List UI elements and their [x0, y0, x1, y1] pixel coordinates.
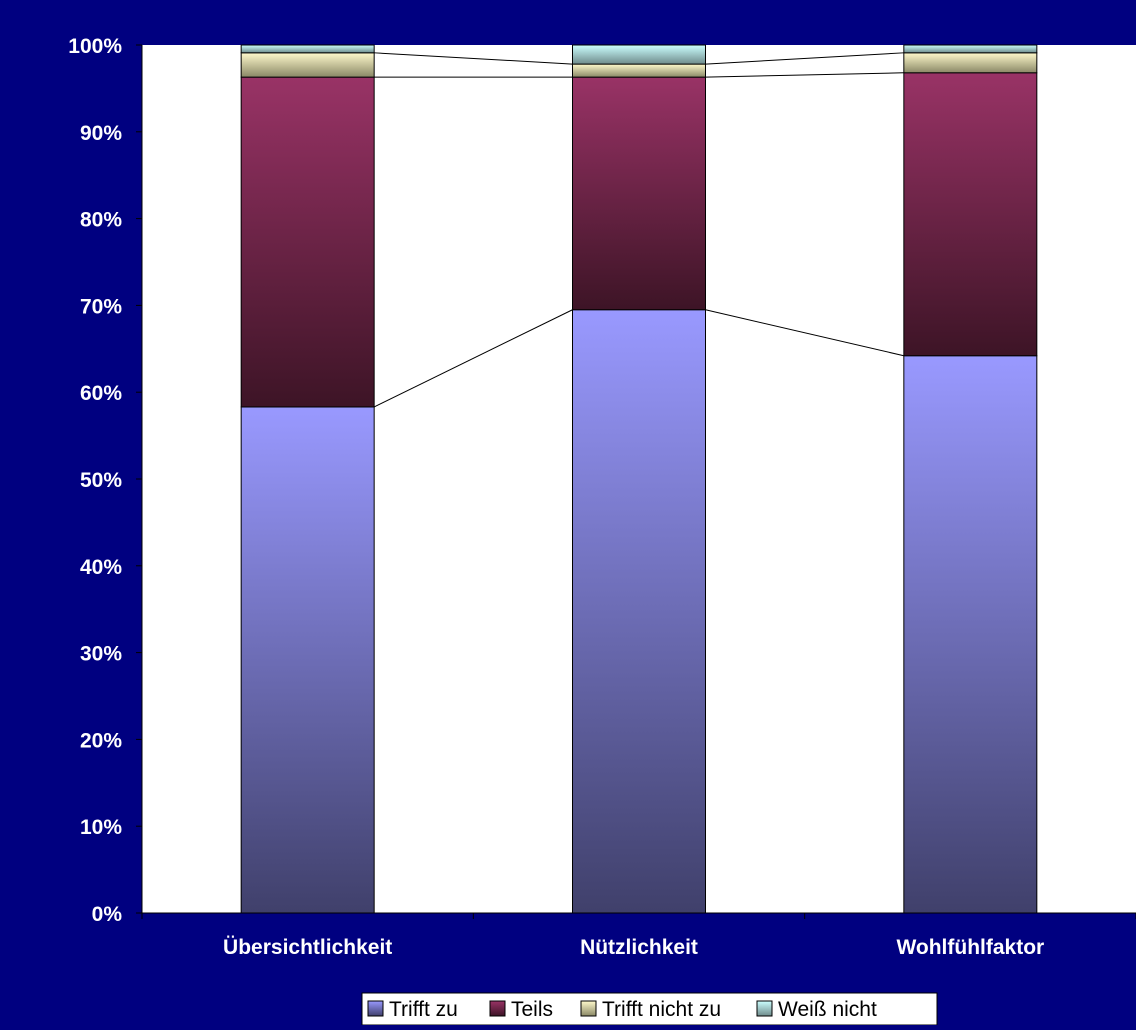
x-tick-label-wohlfuehlfaktor: Wohlfühlfaktor	[896, 936, 1044, 959]
bar-wohlfuehlfaktor-weiss-nicht	[903, 44, 1038, 54]
bar-nuetzlichkeit-teils	[572, 76, 706, 311]
bar-wohlfuehlfaktor-teils	[903, 72, 1038, 357]
y-tick-label: 10%	[80, 816, 122, 839]
bar-nuetzlichkeit-trifft-zu	[572, 309, 706, 914]
bars-layer	[240, 44, 1038, 914]
series-line-trifft-nicht-zu-1	[374, 52, 573, 65]
bar-uebersichtlichkeit-trifft-zu	[240, 406, 375, 914]
legend-label-trifft-zu: Trifft zu	[389, 998, 458, 1021]
y-tick-label: 40%	[80, 556, 122, 579]
y-tick-label: 20%	[80, 729, 122, 752]
legend-label-teils: Teils	[511, 998, 553, 1021]
bar-uebersichtlichkeit-weiss-nicht	[240, 44, 375, 54]
legend-swatch-trifft-zu	[367, 1000, 384, 1017]
x-tick-label-nuetzlichkeit: Nützlichkeit	[580, 936, 698, 959]
legend-swatch-trifft-nicht-zu	[580, 1000, 597, 1017]
legend-box	[361, 992, 938, 1026]
y-tick-label: 50%	[80, 469, 122, 492]
bar-uebersichtlichkeit-trifft-nicht-zu	[240, 52, 375, 78]
series-line-trifft-zu-1	[373, 309, 573, 408]
y-tick-label: 90%	[80, 122, 122, 145]
y-axis-ticks: 0% 10% 20% 30% 40% 50% 60% 70% 80% 90% 100%	[68, 35, 142, 926]
series-line-trifft-zu-2	[705, 309, 904, 357]
x-tick-label-uebersichtlichkeit: Übersichtlichkeit	[223, 936, 392, 959]
legend-label-weiss-nicht: Weiß nicht	[778, 998, 877, 1021]
bar-wohlfuehlfaktor-trifft-nicht-zu	[903, 52, 1038, 74]
bar-wohlfuehlfaktor-trifft-zu	[903, 355, 1038, 914]
y-tick-label: 100%	[68, 35, 122, 58]
legend-swatch-teils	[489, 1000, 506, 1017]
bar-uebersichtlichkeit-teils	[240, 76, 375, 408]
y-tick-label: 30%	[80, 643, 122, 666]
series-line-teils-2	[705, 72, 904, 78]
y-tick-label: 80%	[80, 209, 122, 232]
x-axis-labels: Übersichtlichkeit Nützlichkeit Wohlfühlfak…	[141, 913, 1136, 959]
y-tick-label: 0%	[92, 903, 123, 926]
series-line-trifft-nicht-zu-2	[705, 52, 904, 65]
bar-nuetzlichkeit-trifft-nicht-zu	[572, 63, 706, 78]
legend-swatch-weiss-nicht	[756, 1000, 773, 1017]
legend: Trifft zu Teils Trifft nicht zu Weiß nicht	[361, 992, 938, 1026]
y-tick-label: 70%	[80, 295, 122, 318]
bar-nuetzlichkeit-weiss-nicht	[572, 44, 706, 65]
y-tick-label: 60%	[80, 382, 122, 405]
legend-label-trifft-nicht-zu: Trifft nicht zu	[602, 998, 721, 1021]
series-lines-layer	[373, 52, 904, 408]
